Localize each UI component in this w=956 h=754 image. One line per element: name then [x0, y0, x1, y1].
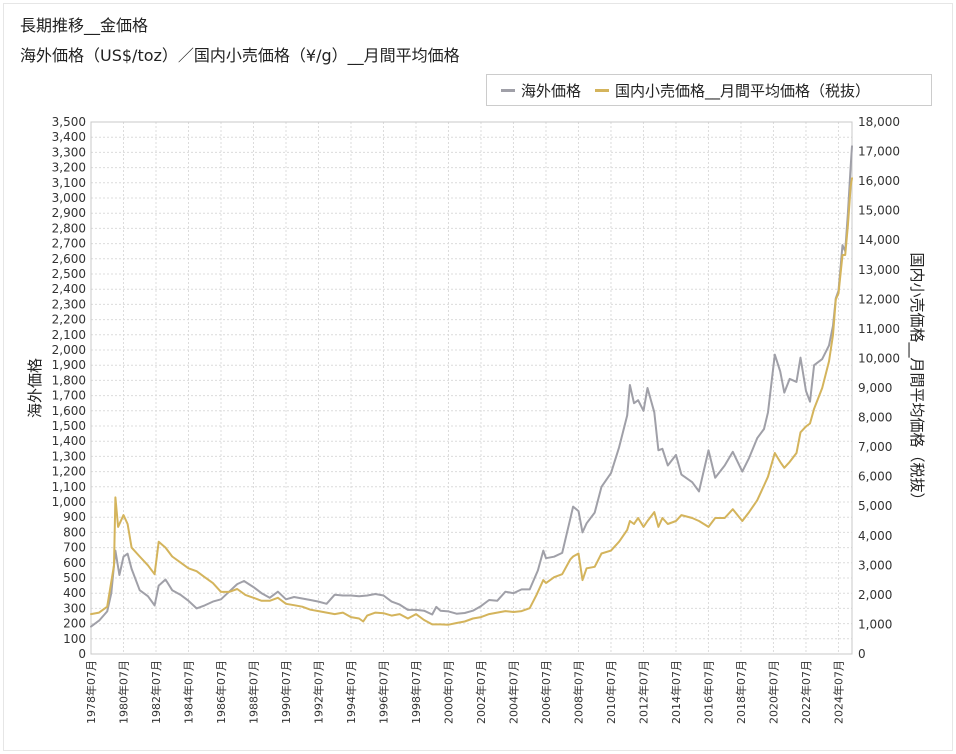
legend-swatch-domestic [595, 88, 610, 92]
x-tick-label: 2016年07月 [701, 660, 715, 724]
x-tick-label: 1978年07月 [84, 660, 98, 724]
y-right-tick-label: 18,000 [858, 115, 900, 129]
y-left-tick-label: 2,100 [52, 328, 86, 342]
chart-title: 長期推移__金価格 [20, 16, 149, 35]
y-left-tick-label: 300 [63, 601, 86, 615]
x-tick-label: 2022年07月 [799, 660, 813, 724]
x-tick-label: 2000年07月 [441, 660, 455, 724]
y-right-tick-label: 10,000 [858, 351, 900, 365]
y-left-tick-label: 600 [63, 556, 86, 570]
y-right-tick-label: 0 [858, 647, 866, 661]
x-tick-label: 2004年07月 [506, 660, 520, 724]
y-right-tick-label: 15,000 [858, 204, 900, 218]
y-left-tick-label: 3,100 [52, 176, 86, 190]
y-right-tick-label: 14,000 [858, 233, 900, 247]
y-right-tick-label: 9,000 [858, 381, 892, 395]
y-left-tick-label: 2,400 [52, 282, 86, 296]
x-tick-label: 1996年07月 [376, 660, 390, 724]
y-left-tick-label: 1,800 [52, 373, 86, 387]
y-right-tick-label: 1,000 [858, 617, 892, 631]
x-tick-label: 2014年07月 [669, 660, 683, 724]
x-tick-label: 1998年07月 [409, 660, 423, 724]
x-tick-label: 2024年07月 [831, 660, 845, 724]
chart-legend: 海外価格 国内小売価格__月間平均価格（税抜） [486, 74, 932, 106]
y-left-tick-label: 1,300 [52, 449, 86, 463]
y-left-tick-label: 2,300 [52, 297, 86, 311]
x-tick-label: 2010年07月 [604, 660, 618, 724]
series-line-overseas [90, 145, 853, 628]
legend-item-domestic[interactable]: 国内小売価格__月間平均価格（税抜） [595, 80, 870, 101]
y-left-tick-label: 0 [78, 647, 86, 661]
x-tick-label: 2018年07月 [734, 660, 748, 724]
y-right-tick-label: 17,000 [858, 145, 900, 159]
x-tick-label: 1986年07月 [214, 660, 228, 724]
y-right-tick-label: 5,000 [858, 499, 892, 513]
x-tick-label: 1992年07月 [311, 660, 325, 724]
y-left-tick-label: 700 [63, 541, 86, 555]
x-tick-label: 2012年07月 [636, 660, 650, 724]
y-left-tick-label: 2,800 [52, 221, 86, 235]
y-left-tick-label: 100 [63, 632, 86, 646]
y-right-tick-label: 7,000 [858, 440, 892, 454]
y-left-tick-label: 1,500 [52, 419, 86, 433]
y-left-tick-label: 1,700 [52, 389, 86, 403]
y-left-tick-label: 1,900 [52, 358, 86, 372]
y-right-tick-label: 16,000 [858, 174, 900, 188]
chart-subtitle: 海外価格（US$/toz）／国内小売価格（¥/g）__月間平均価格 [20, 46, 460, 65]
y-left-tick-label: 3,300 [52, 145, 86, 159]
y-left-tick-label: 1,200 [52, 465, 86, 479]
y-left-tick-label: 1,100 [52, 480, 86, 494]
x-tick-label: 2006年07月 [539, 660, 553, 724]
y-left-tick-label: 400 [63, 586, 86, 600]
y-left-tick-label: 800 [63, 525, 86, 539]
x-tick-label: 1994年07月 [344, 660, 358, 724]
legend-label-overseas: 海外価格 [521, 81, 582, 100]
y-left-tick-label: 1,000 [52, 495, 86, 509]
y-left-tick-label: 500 [63, 571, 86, 585]
y-right-tick-label: 3,000 [858, 558, 892, 572]
x-tick-label: 1982年07月 [149, 660, 163, 724]
y-right-tick-label: 6,000 [858, 470, 892, 484]
x-tick-label: 1980年07月 [116, 660, 130, 724]
y-left-axis-title: 海外価格 [26, 358, 44, 418]
x-tick-label: 2008年07月 [571, 660, 585, 724]
x-tick-label: 2002年07月 [474, 660, 488, 724]
y-left-tick-label: 2,700 [52, 237, 86, 251]
y-right-axis-title: 国内小売価格__月間平均価格（税抜） [907, 252, 926, 507]
y-right-tick-label: 11,000 [858, 322, 900, 336]
y-left-tick-label: 1,400 [52, 434, 86, 448]
plot-area-border [90, 121, 853, 655]
series-line-domestic [90, 177, 853, 626]
y-left-tick-label: 900 [63, 510, 86, 524]
y-left-tick-label: 2,600 [52, 252, 86, 266]
y-right-tick-label: 13,000 [858, 263, 900, 277]
y-left-tick-label: 3,200 [52, 161, 86, 175]
y-left-tick-label: 2,200 [52, 313, 86, 327]
y-right-tick-label: 12,000 [858, 292, 900, 306]
legend-item-overseas[interactable]: 海外価格 [501, 80, 581, 101]
y-left-tick-label: 1,600 [52, 404, 86, 418]
x-tick-label: 1984年07月 [181, 660, 195, 724]
y-left-tick-label: 3,400 [52, 130, 86, 144]
legend-label-domestic: 国内小売価格__月間平均価格（税抜） [615, 81, 871, 100]
legend-swatch-overseas [501, 88, 515, 92]
y-right-tick-label: 2,000 [858, 588, 892, 602]
y-right-tick-label: 4,000 [858, 529, 892, 543]
x-tick-label: 1988年07月 [246, 660, 260, 724]
y-left-tick-label: 3,000 [52, 191, 86, 205]
y-left-tick-label: 200 [63, 617, 86, 631]
y-right-tick-label: 8,000 [858, 411, 892, 425]
y-left-tick-label: 2,000 [52, 343, 86, 357]
y-left-tick-label: 2,900 [52, 206, 86, 220]
y-left-tick-label: 3,500 [52, 115, 86, 129]
y-left-tick-label: 2,500 [52, 267, 86, 281]
x-tick-label: 1990年07月 [279, 660, 293, 724]
x-tick-label: 2020年07月 [766, 660, 780, 724]
